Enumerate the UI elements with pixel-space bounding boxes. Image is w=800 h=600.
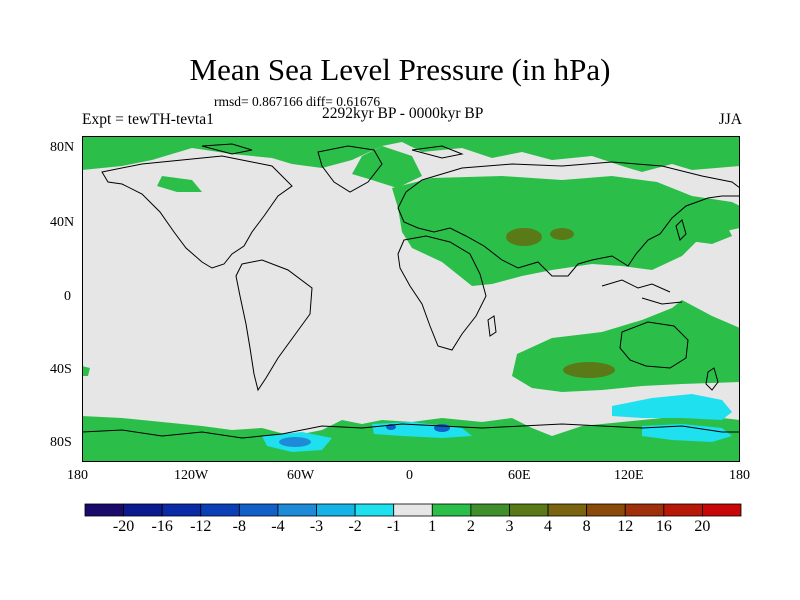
colorbar-label: -1 [387,518,401,535]
colorbar-label: -3 [309,518,324,535]
colorbar-label: -20 [112,518,135,535]
coastlines [82,143,740,439]
colorbar-swatch [354,503,395,517]
stats-text: rmsd= 0.867166 diff= 0.61676 [214,94,381,109]
colorbar-label: 8 [582,518,591,535]
colorbar-swatch [663,503,703,517]
pressure-anomaly-map [82,136,740,462]
period-label: 2292kyr BP - 0000kyr BP [322,105,484,122]
colorbar-swatch [624,503,665,517]
australia-high-region [563,362,615,378]
colorbar-swatch [161,503,202,517]
lon-label-60w: 60W [287,468,315,483]
lat-label-40s: 40S [50,362,72,377]
colorbar-swatch [586,503,626,517]
lon-label-180e: 180 [729,468,750,483]
lat-label-80n: 80N [50,140,75,155]
lat-label-80s: 80S [50,435,72,450]
lat-label-0: 0 [64,289,71,304]
lon-label-180w: 180 [67,468,88,483]
lat-label-40n: 40N [50,215,75,230]
colorbar-swatch [277,503,317,517]
colorbar-swatch [431,503,472,517]
season-label: JJA [718,111,742,128]
colorbar-label: 12 [617,518,634,535]
colorbar-label: -2 [348,518,362,535]
colorbar-swatch [470,503,510,517]
colorbar-swatch [702,503,742,517]
colorbar-label: 4 [544,518,553,535]
colorbar-swatch [393,503,433,517]
colorbar-swatch [547,503,588,517]
tibet-high-region [506,228,574,246]
colorbar-label: 3 [505,518,514,535]
lon-label-120e: 120E [614,468,644,483]
antarctic-negative-region [262,394,732,452]
colorbar-swatch [509,503,549,517]
colorbar-label: 2 [466,518,475,535]
lon-label-60e: 60E [508,468,531,483]
colorbar-swatch [238,503,279,517]
colorbar-label: 16 [655,518,672,535]
colorbar-label: -4 [271,518,285,535]
colorbar-swatch [84,503,124,517]
map-title: Mean Sea Level Pressure (in hPa) [189,52,611,87]
colorbar-label: -12 [190,518,212,535]
colorbar-label: -16 [151,518,173,535]
map-frame [82,136,740,462]
colorbar-label: -8 [232,518,246,535]
colorbar-swatch [200,503,240,517]
colorbar-label: 20 [694,518,711,535]
lon-label-120w: 120W [174,468,209,483]
colorbar-label: 1 [428,518,437,535]
colorbar-swatch [316,503,356,517]
southern-positive-patches [82,366,740,462]
arctic-positive-region [82,136,740,192]
lon-label-0: 0 [406,468,413,483]
experiment-label: Expt = tewTH-tevta1 [82,111,214,128]
colorbar [84,503,742,517]
colorbar-swatch [123,503,163,517]
